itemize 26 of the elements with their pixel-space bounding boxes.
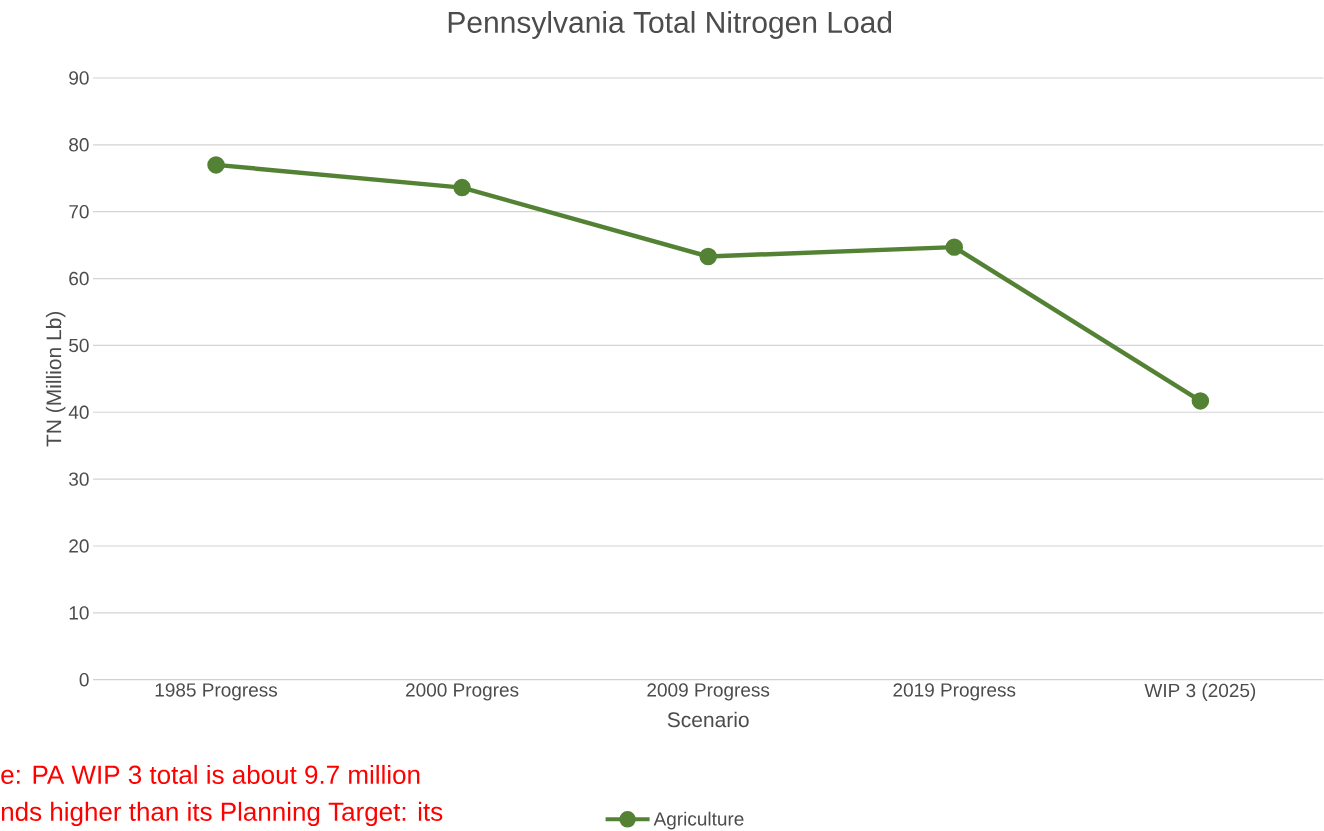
y-axis-title: TN (Million Lb) (45, 311, 66, 447)
point (453, 178, 471, 197)
legend-label: Agriculture (653, 811, 744, 830)
y-tick-label: 30 (69, 472, 89, 486)
text: e: PA WIP 3 total is about 9.7 million (1, 764, 420, 784)
x-axis-title: Scenario (667, 711, 749, 728)
x-tick-label: 1985 Progress (155, 683, 278, 701)
x-tick-label: WIP 3 (2025) (1144, 683, 1256, 701)
y-tick-label: 0 (79, 673, 89, 687)
y-tick-label: 90 (69, 71, 89, 85)
point (207, 156, 225, 174)
y-tick-label: 10 (69, 606, 89, 620)
y-tick-label: 70 (69, 204, 89, 219)
point (699, 247, 717, 266)
y-tick-label: 40 (68, 405, 89, 420)
y-tick-label: 20 (69, 539, 89, 553)
point (1191, 392, 1210, 410)
point (945, 238, 964, 256)
y-tick-label: 60 (69, 271, 89, 286)
chart-title: Pennsylvania Total Nitrogen Load (448, 11, 892, 39)
y-tick-label: 80 (69, 138, 89, 152)
y-tick-label: 50 (69, 338, 89, 353)
x-tick-label: 2019 Progress (893, 683, 1016, 701)
x-tick-label: 2009 Progress (647, 683, 770, 701)
text: nds higher than its Planning Target: its (1, 801, 443, 827)
x-tick-label: 2000 Progres (406, 683, 519, 701)
